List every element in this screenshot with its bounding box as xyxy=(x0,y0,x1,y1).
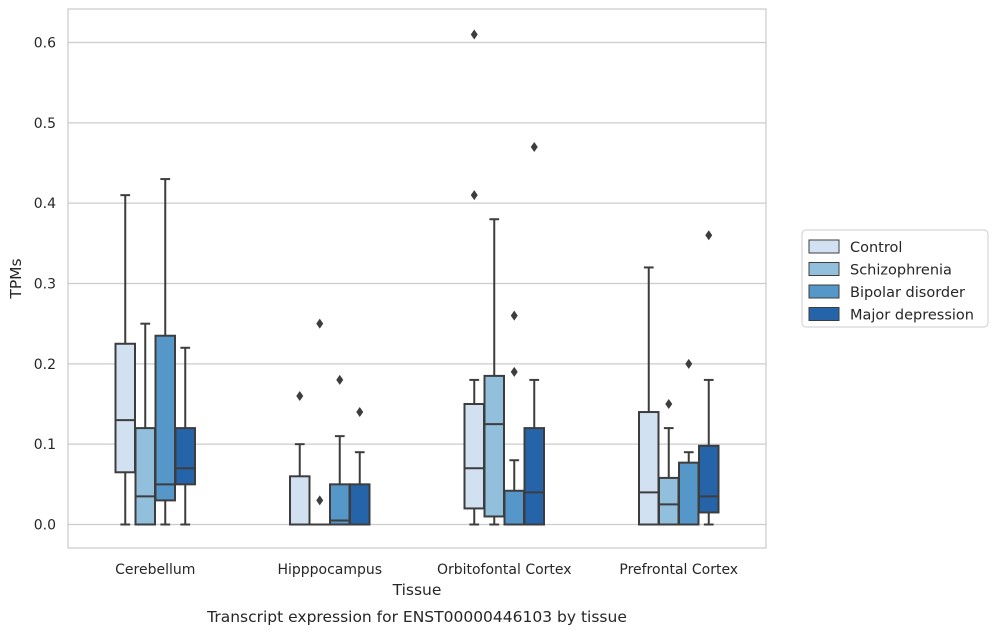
box-major-depression xyxy=(349,407,371,526)
box-iqr xyxy=(134,427,156,526)
box-iqr xyxy=(658,476,680,526)
box-major-depression xyxy=(698,230,720,526)
x-tick-label: Cerebellum xyxy=(115,562,195,578)
box-major-depression xyxy=(174,346,196,526)
box-schizophrenia xyxy=(658,399,680,526)
legend-frame xyxy=(801,229,989,328)
box-schizophrenia xyxy=(134,322,156,526)
y-tick-label: 0.1 xyxy=(34,437,56,453)
legend-label: Schizophrenia xyxy=(850,263,952,279)
box-iqr xyxy=(349,483,371,526)
outlier-point xyxy=(685,358,693,369)
legend-swatch xyxy=(808,307,840,321)
y-axis-label: TPMs xyxy=(7,258,25,299)
legend-label: Bipolar disorder xyxy=(850,285,965,301)
y-tick-label: 0.6 xyxy=(34,36,56,52)
box-iqr xyxy=(174,427,196,486)
box-bipolar-disorder xyxy=(154,178,176,526)
boxes xyxy=(114,29,720,526)
y-tick-label: 0.2 xyxy=(34,357,56,373)
box-major-depression xyxy=(523,141,545,526)
outlier-point xyxy=(705,230,713,241)
legend-swatch xyxy=(808,262,840,276)
plot-frame xyxy=(67,8,767,549)
outlier-point xyxy=(510,310,518,321)
box-bipolar-disorder xyxy=(329,374,351,526)
box-iqr xyxy=(523,427,545,526)
box-schizophrenia xyxy=(483,218,505,526)
box-schizophrenia xyxy=(309,318,331,526)
outlier-point xyxy=(336,374,344,385)
x-tick-label: Prefrontal Cortex xyxy=(619,562,738,578)
outlier-point xyxy=(296,390,304,401)
x-tick-label: Orbitofontal Cortex xyxy=(437,562,572,578)
box-control xyxy=(638,266,660,526)
x-tick-label: Hipppocampus xyxy=(277,562,382,578)
y-tick-label: 0.5 xyxy=(34,116,56,132)
y-tick-labels: 0.0 0.1 0.2 0.3 0.4 0.5 0.6 xyxy=(34,36,56,534)
legend-swatch xyxy=(808,284,840,299)
box-iqr xyxy=(698,444,720,514)
box-iqr xyxy=(503,489,525,526)
box-control xyxy=(114,194,136,526)
legend-label: Major depression xyxy=(850,308,974,324)
box-control xyxy=(289,390,311,526)
box-control xyxy=(463,29,485,526)
outlier-point xyxy=(665,399,673,410)
y-tick-label: 0.0 xyxy=(34,518,56,534)
y-tick-label: 0.4 xyxy=(34,196,56,212)
outlier-point xyxy=(316,495,324,506)
box-iqr xyxy=(483,374,505,518)
box-iqr xyxy=(463,403,485,510)
outlier-point xyxy=(356,407,364,418)
legend: Control Schizophrenia Bipolar disorder Majo… xyxy=(801,229,989,328)
box-bipolar-disorder xyxy=(503,310,525,526)
y-tick-label: 0.3 xyxy=(34,277,56,293)
legend-swatch xyxy=(808,239,840,254)
chart-caption: Transcript expression for ENST0000044610… xyxy=(206,608,627,626)
box-iqr xyxy=(329,483,351,526)
x-axis-label: Tissue xyxy=(392,581,442,599)
outlier-point xyxy=(470,190,478,201)
box-iqr xyxy=(678,461,700,526)
box-bipolar-disorder xyxy=(678,358,700,526)
box-iqr xyxy=(638,411,660,526)
outlier-point xyxy=(316,318,324,329)
x-tick-labels: Cerebellum Hipppocampus Orbitofontal Corte… xyxy=(115,562,738,578)
box-iqr xyxy=(114,342,136,474)
box-iqr xyxy=(154,334,176,502)
outlier-point xyxy=(530,141,538,152)
legend-label: Control xyxy=(850,240,902,256)
outlier-point xyxy=(510,366,518,377)
outlier-point xyxy=(470,29,478,40)
box-iqr xyxy=(289,475,311,526)
